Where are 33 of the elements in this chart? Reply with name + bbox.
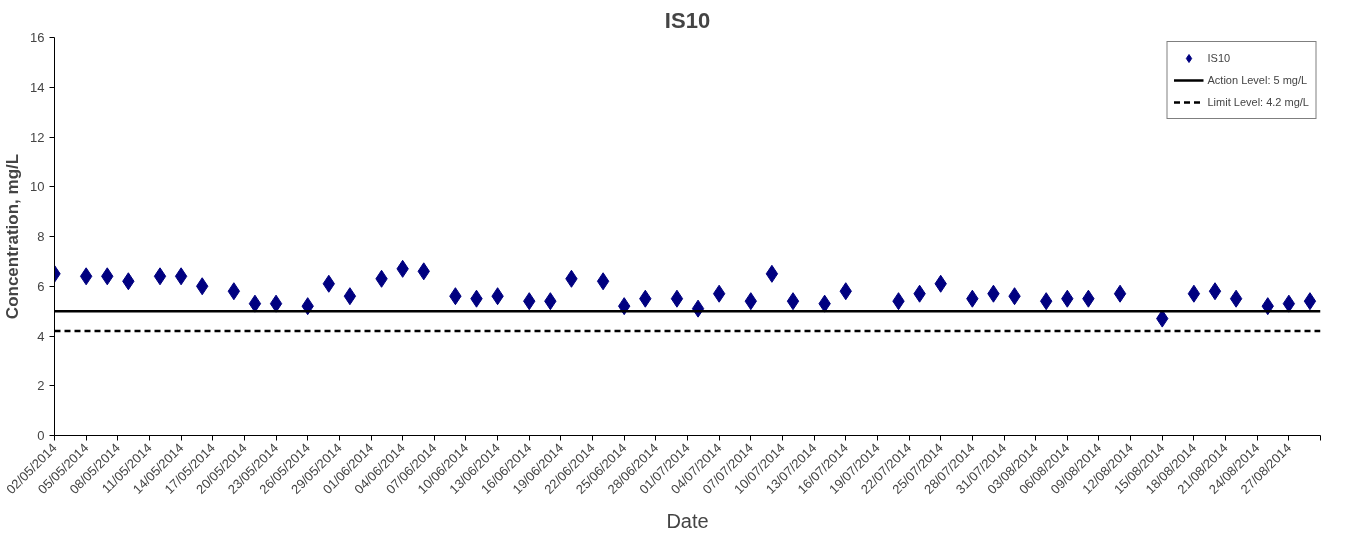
chart-title: IS10 bbox=[664, 7, 711, 33]
point bbox=[1229, 289, 1243, 308]
point bbox=[174, 267, 188, 286]
legend-label: Action Level: 5 mg/L bbox=[1207, 74, 1308, 86]
point bbox=[596, 272, 610, 291]
point bbox=[1282, 294, 1296, 313]
point bbox=[1208, 282, 1222, 301]
y-axis-title: Concentration, mg/L bbox=[3, 153, 23, 320]
y-tick-label: 4 bbox=[37, 328, 45, 344]
legend-label: Limit Level: 4.2 mg/L bbox=[1207, 96, 1309, 108]
y-tick-label: 6 bbox=[37, 278, 45, 294]
point bbox=[670, 289, 684, 308]
y-tick-label: 14 bbox=[30, 79, 45, 95]
point bbox=[1303, 292, 1317, 311]
y-tick-label: 2 bbox=[37, 378, 45, 394]
y-tick-label: 12 bbox=[30, 129, 45, 145]
point bbox=[79, 267, 93, 286]
point bbox=[1187, 284, 1201, 303]
legend-label: IS10 bbox=[1207, 52, 1231, 64]
x-axis-title: Date bbox=[666, 510, 709, 533]
point bbox=[1113, 284, 1127, 303]
point bbox=[786, 292, 800, 311]
point bbox=[269, 294, 283, 313]
y-tick-label: 8 bbox=[37, 229, 45, 244]
point bbox=[153, 267, 167, 286]
point bbox=[248, 294, 262, 313]
y-tick-label: 16 bbox=[30, 30, 45, 45]
y-tick-label: 10 bbox=[30, 179, 45, 195]
point bbox=[712, 284, 726, 303]
point bbox=[765, 264, 779, 283]
y-tick-label: 0 bbox=[37, 428, 45, 443]
point bbox=[227, 282, 241, 301]
point bbox=[343, 287, 357, 306]
